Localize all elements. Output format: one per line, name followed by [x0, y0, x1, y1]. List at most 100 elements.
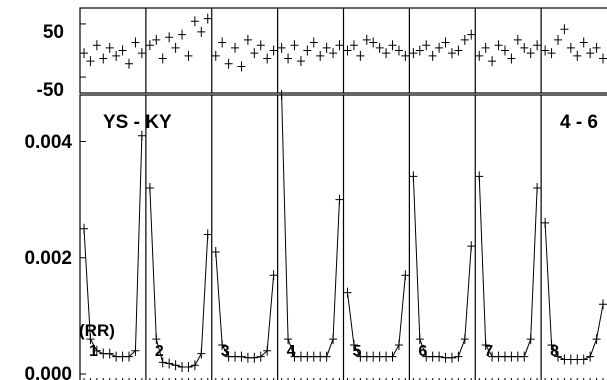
amplitude-point: [171, 360, 180, 371]
amplitude-point: [256, 351, 265, 362]
amplitude-point: [475, 171, 484, 182]
panel-number-label: 5: [353, 343, 362, 360]
amplitude-point: [203, 229, 212, 240]
phase-point: [303, 45, 312, 56]
panel-number-label: 3: [221, 343, 230, 360]
amplitude-point: [467, 241, 476, 252]
phase-point: [277, 42, 286, 53]
amplitude-point: [92, 345, 101, 356]
phase-point: [394, 45, 403, 56]
phase-point: [382, 48, 391, 59]
phase-point: [125, 58, 134, 69]
amplitude-point: [547, 339, 556, 350]
panel-number-label: 4: [287, 343, 296, 360]
phase-point: [592, 42, 601, 53]
phase-point: [447, 48, 456, 59]
phase-point: [137, 48, 146, 59]
amplitude-point: [409, 171, 418, 182]
phase-point: [415, 45, 424, 56]
phase-point: [541, 45, 550, 56]
amp-ytick-label: 0.002: [24, 248, 72, 269]
amplitude-point: [599, 299, 607, 310]
phase-point: [547, 48, 556, 59]
amplitude-point: [190, 360, 199, 371]
amplitude-point: [211, 246, 220, 257]
phase-point: [243, 34, 252, 45]
amplitude-point: [284, 334, 293, 345]
phase-point: [263, 53, 272, 64]
phase-point: [309, 37, 318, 48]
phase-ytick-label: 50: [43, 22, 64, 43]
phase-point: [322, 42, 331, 53]
amplitude-point: [335, 194, 344, 205]
phase-point: [105, 42, 114, 53]
panel-number-label: 6: [418, 343, 427, 360]
amplitude-series-line: [215, 251, 275, 359]
amplitude-point: [158, 357, 167, 368]
phase-point: [218, 37, 227, 48]
amplitude-point: [415, 334, 424, 345]
amplitude-point: [460, 334, 469, 345]
amplitude-point: [125, 351, 134, 362]
phase-point: [349, 40, 358, 51]
amplitude-point: [86, 334, 95, 345]
phase-point: [158, 53, 167, 64]
phase-point: [560, 24, 569, 35]
amplitude-point: [447, 352, 456, 363]
phase-point: [112, 50, 121, 61]
channel-label: 4 - 6: [560, 112, 598, 133]
phase-point: [494, 40, 503, 51]
phase-point: [520, 42, 529, 53]
amplitude-point: [579, 354, 588, 365]
phase-point: [171, 42, 180, 53]
amplitude-point: [454, 351, 463, 362]
amplitude-point: [152, 334, 161, 345]
phase-point: [211, 50, 220, 61]
phase-point: [533, 40, 542, 51]
polarization-label: (RR): [79, 321, 115, 340]
phase-point: [329, 48, 338, 59]
phase-point: [435, 42, 444, 53]
phase-point: [356, 50, 365, 61]
panel-number-label: 8: [550, 343, 559, 360]
amplitude-point: [343, 287, 352, 298]
amplitude-point: [250, 352, 259, 363]
phase-point: [375, 42, 384, 53]
phase-point: [441, 37, 450, 48]
amplitude-point: [394, 339, 403, 350]
phase-point: [467, 29, 476, 40]
amplitude-point: [435, 351, 444, 362]
phase-point: [190, 16, 199, 27]
phase-point: [86, 56, 95, 67]
amplitude-point: [131, 345, 140, 356]
amplitude-series-line: [149, 187, 209, 368]
amplitude-point: [145, 183, 154, 193]
phase-point: [99, 53, 108, 64]
phase-point: [224, 58, 233, 69]
amplitude-point: [388, 351, 397, 362]
phase-point: [500, 45, 509, 56]
amplitude-point: [277, 90, 286, 100]
phase-point: [237, 61, 246, 72]
phase-point: [599, 53, 607, 64]
amplitude-point: [401, 270, 410, 281]
phase-point: [284, 53, 293, 64]
phase-point: [152, 34, 161, 45]
phase-point: [553, 34, 562, 45]
panel-number-label: 1: [89, 343, 98, 360]
phase-point: [145, 40, 154, 51]
amplitude-point: [520, 351, 529, 362]
phase-point: [488, 56, 497, 67]
phase-point: [475, 50, 484, 61]
phase-point: [80, 48, 88, 59]
amp-panel-frame: [79, 94, 607, 380]
phase-ytick-label: -50: [37, 80, 64, 101]
amplitude-point: [105, 348, 114, 359]
phase-point: [296, 56, 305, 67]
amplitude-point: [184, 362, 193, 373]
phase-point: [507, 53, 516, 64]
phase-point: [513, 34, 522, 45]
phase-panel-frame: [79, 7, 607, 94]
amplitude-point: [541, 217, 550, 228]
